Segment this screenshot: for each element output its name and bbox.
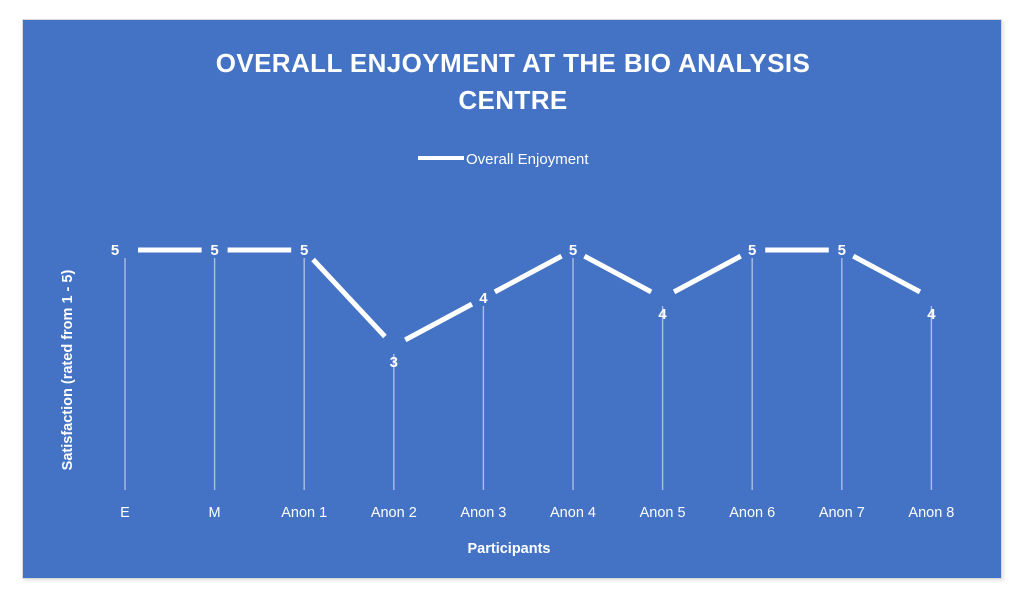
- data-label: 3: [390, 354, 398, 371]
- plot-area: 5 5 5 3 4 5 4 5 5 4: [111, 242, 936, 490]
- data-label: 5: [111, 242, 119, 259]
- data-label: 5: [838, 242, 846, 259]
- series-segment: [852, 253, 922, 295]
- data-label: 4: [658, 306, 667, 323]
- series-segment: [583, 253, 653, 295]
- x-axis-label: Anon 7: [819, 505, 865, 521]
- series-segment: [404, 301, 474, 343]
- x-axis-tick-labels: E M Anon 1 Anon 2 Anon 3 Anon 4 Anon 5 Anon 6 An…: [120, 505, 954, 521]
- x-axis-title: Participants: [468, 541, 551, 557]
- x-axis-label: Anon 4: [550, 505, 596, 521]
- data-label: 4: [927, 306, 936, 323]
- series-segment: [672, 253, 742, 295]
- chart-title-line-1: OVERALL ENJOYMENT AT THE BIO ANALYSIS: [216, 48, 811, 78]
- data-label: 5: [748, 242, 756, 259]
- x-axis-label: E: [120, 505, 130, 521]
- legend-label-overall-enjoyment: Overall Enjoyment: [466, 151, 589, 168]
- chart-title-line-2: CENTRE: [458, 85, 567, 115]
- x-axis-label: M: [209, 505, 221, 521]
- chart-container: OVERALL ENJOYMENT AT THE BIO ANALYSIS CE…: [22, 19, 1002, 579]
- data-label: 4: [479, 290, 488, 307]
- line-chart: OVERALL ENJOYMENT AT THE BIO ANALYSIS CE…: [60, 48, 954, 557]
- x-axis-label: Anon 1: [281, 505, 327, 521]
- x-axis-label: Anon 2: [371, 505, 417, 521]
- x-axis-label: Anon 8: [908, 505, 954, 521]
- x-axis-label: Anon 6: [729, 505, 775, 521]
- y-axis-title: Satisfaction (rated from 1 - 5): [60, 270, 76, 471]
- x-axis-label: Anon 5: [640, 505, 686, 521]
- chart-legend: Overall Enjoyment: [418, 151, 589, 168]
- data-label: 5: [569, 242, 577, 259]
- data-label: 5: [210, 242, 218, 259]
- x-axis-label: Anon 3: [460, 505, 506, 521]
- series-segment: [493, 253, 563, 295]
- data-label: 5: [300, 242, 308, 259]
- series-segment: [311, 257, 387, 339]
